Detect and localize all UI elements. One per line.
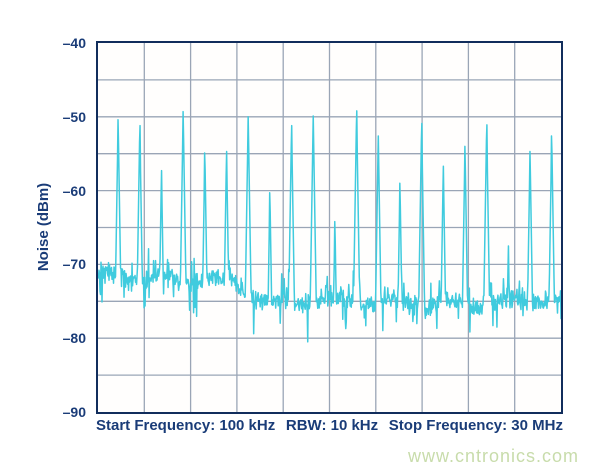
watermark-text: www.cntronics.com [407, 446, 579, 466]
noise-trace-chart [98, 43, 561, 412]
y-tick-label: –40 [62, 35, 86, 51]
y-tick-label: –60 [62, 182, 86, 199]
plot-area [96, 41, 563, 414]
caption: Start Frequency: 100 kHz RBW: 10 kHz Sto… [96, 417, 563, 434]
caption-stop-frequency: Stop Frequency: 30 MHz [388, 417, 563, 434]
caption-rbw: RBW: 10 kHz [285, 417, 379, 434]
y-tick-label: –50 [62, 108, 86, 125]
noise-trace [98, 110, 561, 343]
y-tick-label: –90 [62, 404, 86, 420]
y-tick-label: –70 [62, 256, 86, 273]
y-tick-label: –80 [62, 330, 86, 347]
caption-start-frequency: Start Frequency: 100 kHz [96, 417, 276, 434]
